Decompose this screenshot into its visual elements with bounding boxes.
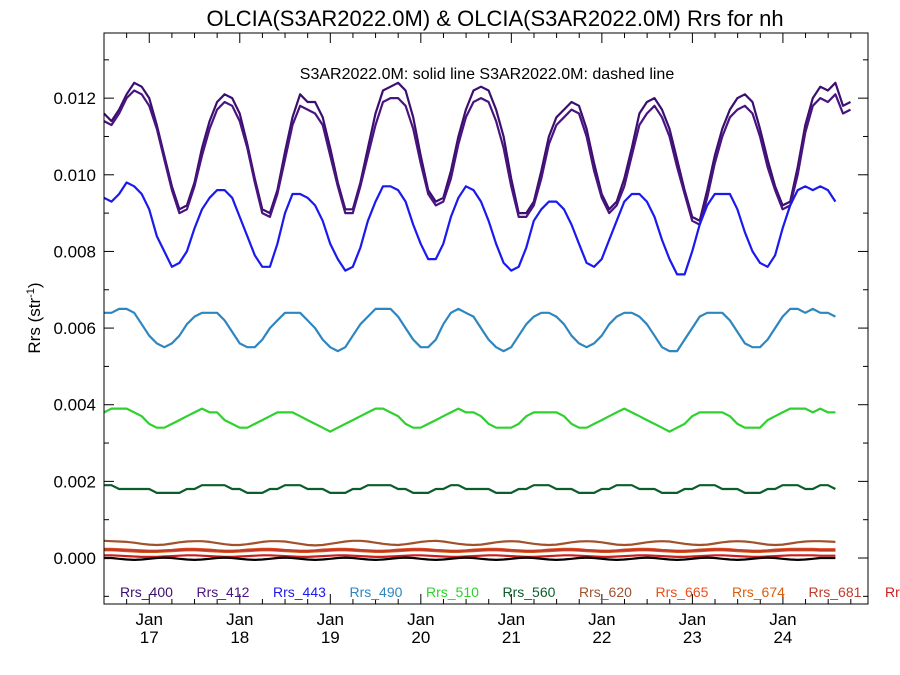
y-axis-label-close: ) (25, 282, 44, 288)
legend: Rrs_400 Rrs_412 Rrs_443 Rrs_490 Rrs_510 Rrs_5… (120, 584, 900, 600)
series-line-rr (104, 554, 836, 559)
x-tick-month: Jan (407, 610, 434, 629)
legend-entry-rrs-674: Rrs_674 (732, 584, 785, 600)
series-line-rrs-681 (104, 548, 836, 553)
series-line-rrs-510 (103, 407, 836, 433)
legend-entry-rrs-510: Rrs_510 (426, 584, 479, 600)
y-tick-label: 0.012 (53, 89, 96, 108)
series-line-rrs-443 (103, 181, 837, 276)
legend-entry-rrs-560: Rrs_560 (503, 584, 556, 600)
series-line-rrs-400 (103, 81, 851, 222)
y-tick-label: 0.006 (53, 319, 96, 338)
x-tick-day: 17 (140, 628, 159, 647)
x-tick-day: 22 (592, 628, 611, 647)
x-tick-month: Jan (588, 610, 615, 629)
x-tick-month: Jan (498, 610, 525, 629)
legend-entry-rrs-490: Rrs_490 (350, 584, 403, 600)
y-axis-label: Rrs (str-1) (25, 282, 44, 353)
x-tick-month: Jan (679, 610, 706, 629)
y-tick-label: 0.000 (53, 549, 96, 568)
y-tick-label: 0.010 (53, 166, 96, 185)
y-axis-label-superscript: -1 (25, 288, 37, 298)
legend-entry-rrs-400: Rrs_400 (120, 584, 173, 600)
line-style-annotation: S3AR2022.0M: solid line S3AR2022.0M: das… (300, 66, 675, 83)
x-tick-day: 20 (411, 628, 430, 647)
series-layer (103, 81, 852, 562)
x-tick-month: Jan (136, 610, 163, 629)
series-line-rrs-620 (103, 539, 836, 547)
plot-area: 0.0000.0020.0040.0060.0080.0100.012Jan17… (53, 32, 869, 647)
y-tick-label: 0.002 (53, 472, 96, 491)
legend-entry-rrs-443: Rrs_443 (273, 584, 326, 600)
series-line-rrs-560 (104, 484, 836, 494)
legend-entry-rrs-620: Rrs_620 (579, 584, 632, 600)
x-tick-day: 18 (230, 628, 249, 647)
ticks-layer: 0.0000.0020.0040.0060.0080.0100.012Jan17… (53, 33, 868, 647)
x-tick-day: 23 (683, 628, 702, 647)
legend-entry-rrs-412: Rrs_412 (197, 584, 250, 600)
legend-entry-rrs-681: Rrs_681 (809, 584, 862, 600)
chart-title: OLCIA(S3AR2022.0M) & OLCIA(S3AR2022.0M) … (206, 6, 783, 31)
x-tick-day: 19 (321, 628, 340, 647)
x-tick-month: Jan (769, 610, 796, 629)
x-tick-day: 24 (773, 628, 792, 647)
y-tick-label: 0.004 (53, 396, 96, 415)
series-line-rrs-490 (104, 307, 836, 353)
x-tick-day: 21 (502, 628, 521, 647)
series-line-unnamed-11 (104, 556, 836, 562)
x-tick-month: Jan (226, 610, 253, 629)
y-axis-label-main: Rrs (str (25, 298, 44, 354)
legend-entry-rr: Rr (885, 584, 900, 600)
series-line-rrs-412 (103, 89, 852, 226)
plot-frame (103, 32, 869, 605)
x-tick-month: Jan (317, 610, 344, 629)
legend-entry-rrs-665: Rrs_665 (656, 584, 709, 600)
y-tick-label: 0.008 (53, 242, 96, 261)
